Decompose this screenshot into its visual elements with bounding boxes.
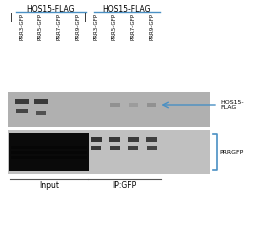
Bar (128, 136, 138, 141)
Text: HOS15-FLAG: HOS15-FLAG (26, 5, 75, 14)
Text: |: | (84, 13, 86, 22)
Bar (90, 136, 102, 141)
Bar (128, 146, 138, 150)
Text: PRR3-GFP: PRR3-GFP (93, 13, 99, 40)
Text: Input: Input (39, 181, 59, 190)
Bar (16, 109, 28, 113)
Bar (8, 92, 210, 127)
Bar (34, 99, 47, 104)
Text: PRRGFP: PRRGFP (219, 150, 243, 155)
Bar (147, 103, 156, 107)
Text: PRR5-GFP: PRR5-GFP (112, 13, 117, 40)
Text: PRR9-GFP: PRR9-GFP (75, 13, 80, 40)
Bar (11, 155, 87, 158)
Text: PRR7-GFP: PRR7-GFP (131, 13, 135, 40)
Text: HOS15-
FLAG: HOS15- FLAG (220, 100, 244, 110)
Text: |: | (10, 13, 12, 22)
Bar (8, 130, 210, 174)
Bar (146, 136, 157, 141)
Bar (109, 136, 120, 141)
Bar (15, 99, 29, 104)
Bar (11, 146, 87, 148)
Text: PRR5-GFP: PRR5-GFP (38, 13, 43, 40)
Text: PRR9-GFP: PRR9-GFP (149, 13, 154, 40)
Bar (36, 111, 45, 115)
Text: PRR3-GFP: PRR3-GFP (20, 13, 24, 40)
Bar (11, 151, 87, 153)
Bar (9, 133, 88, 171)
Bar (129, 103, 137, 107)
Bar (109, 146, 119, 150)
Bar (91, 146, 101, 150)
Bar (109, 103, 119, 107)
Bar (147, 146, 156, 150)
Text: PRR7-GFP: PRR7-GFP (56, 13, 61, 40)
Text: HOS15-FLAG: HOS15-FLAG (103, 5, 151, 14)
Text: IP:GFP: IP:GFP (112, 181, 136, 190)
